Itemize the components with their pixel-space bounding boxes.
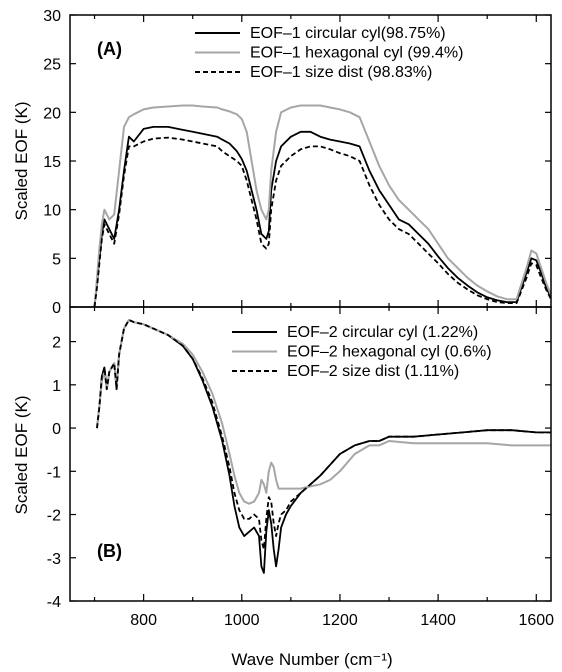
panel-b-y-tick-label: -4 (47, 594, 61, 611)
panel-a-y-tick-label: 0 (52, 300, 61, 317)
panel-a-y-tick-label: 10 (43, 203, 61, 220)
panel-b-legend-label-1: EOF–2 circular cyl (1.22%) (287, 324, 478, 341)
panel-a-series-line-2 (93, 104, 551, 307)
x-tick-label: 800 (130, 612, 157, 629)
panel-b-y-tick-label: -2 (47, 508, 61, 525)
panel-a-y-tick-label: 5 (52, 251, 61, 268)
panel-a-legend-label-3: EOF–1 size dist (98.83%) (250, 64, 432, 81)
x-tick-label: 1600 (518, 612, 554, 629)
panel-b: -4 -3 -2 -1 0 1 2 800 1000 1200 1400 1600 (B) EOF–2… (47, 306, 554, 629)
panel-a-ticks: 0 5 10 15 20 25 30 (43, 8, 551, 317)
panel-b-frame (69, 306, 552, 602)
panel-a-legend: EOF–1 circular cyl(98.75%) EOF–1 hexagona… (195, 25, 463, 81)
panel-a-y-tick-label: 20 (43, 105, 61, 122)
panel-b-y-tick-label: 0 (52, 421, 61, 438)
panel-a-legend-label-2: EOF–1 hexagonal cyl (99.4%) (250, 45, 463, 62)
x-tick-label: 1200 (322, 612, 358, 629)
panel-a-y-tick-label: 30 (43, 8, 61, 25)
panel-b-y-tick-label: 1 (52, 378, 61, 395)
panel-b-series-line-3 (96, 319, 551, 550)
panel-b-legend-label-3: EOF–2 size dist (1.11%) (287, 363, 459, 380)
panel-a-y-tick-label: 15 (43, 154, 61, 171)
x-tick-label: 1000 (224, 612, 260, 629)
x-tick-label: 1400 (420, 612, 456, 629)
panel-a-y-tick-label: 25 (43, 57, 61, 74)
panel-b-y-axis-title: Scaled EOF (K) (12, 395, 31, 514)
panel-a-legend-label-1: EOF–1 circular cyl(98.75%) (250, 25, 446, 42)
panel-a-y-axis-title: Scaled EOF (K) (12, 101, 31, 220)
panel-a-label: (A) (97, 39, 122, 59)
panel-b-series (96, 319, 551, 574)
panel-a-series-line-1 (93, 126, 551, 307)
panel-a-series-line-3 (93, 136, 551, 307)
panel-b-label: (B) (97, 541, 122, 561)
panel-b-y-tick-label: -1 (47, 464, 61, 481)
panel-b-y-tick-label: 2 (52, 335, 61, 352)
panel-b-legend: EOF–2 circular cyl (1.22%) EOF–2 hexagona… (232, 324, 492, 380)
panel-a-series (93, 104, 551, 307)
x-axis-title: Wave Number (cm⁻¹) (231, 650, 392, 669)
panel-a: 0 5 10 15 20 25 30 (A) EOF–1 circular cyl(98.7… (43, 8, 552, 317)
panel-b-ticks: -4 -3 -2 -1 0 1 2 800 1000 1200 1400 1600 (47, 307, 554, 629)
panel-b-y-tick-label: -3 (47, 551, 61, 568)
panel-b-legend-label-2: EOF–2 hexagonal cyl (0.6%) (287, 344, 492, 361)
